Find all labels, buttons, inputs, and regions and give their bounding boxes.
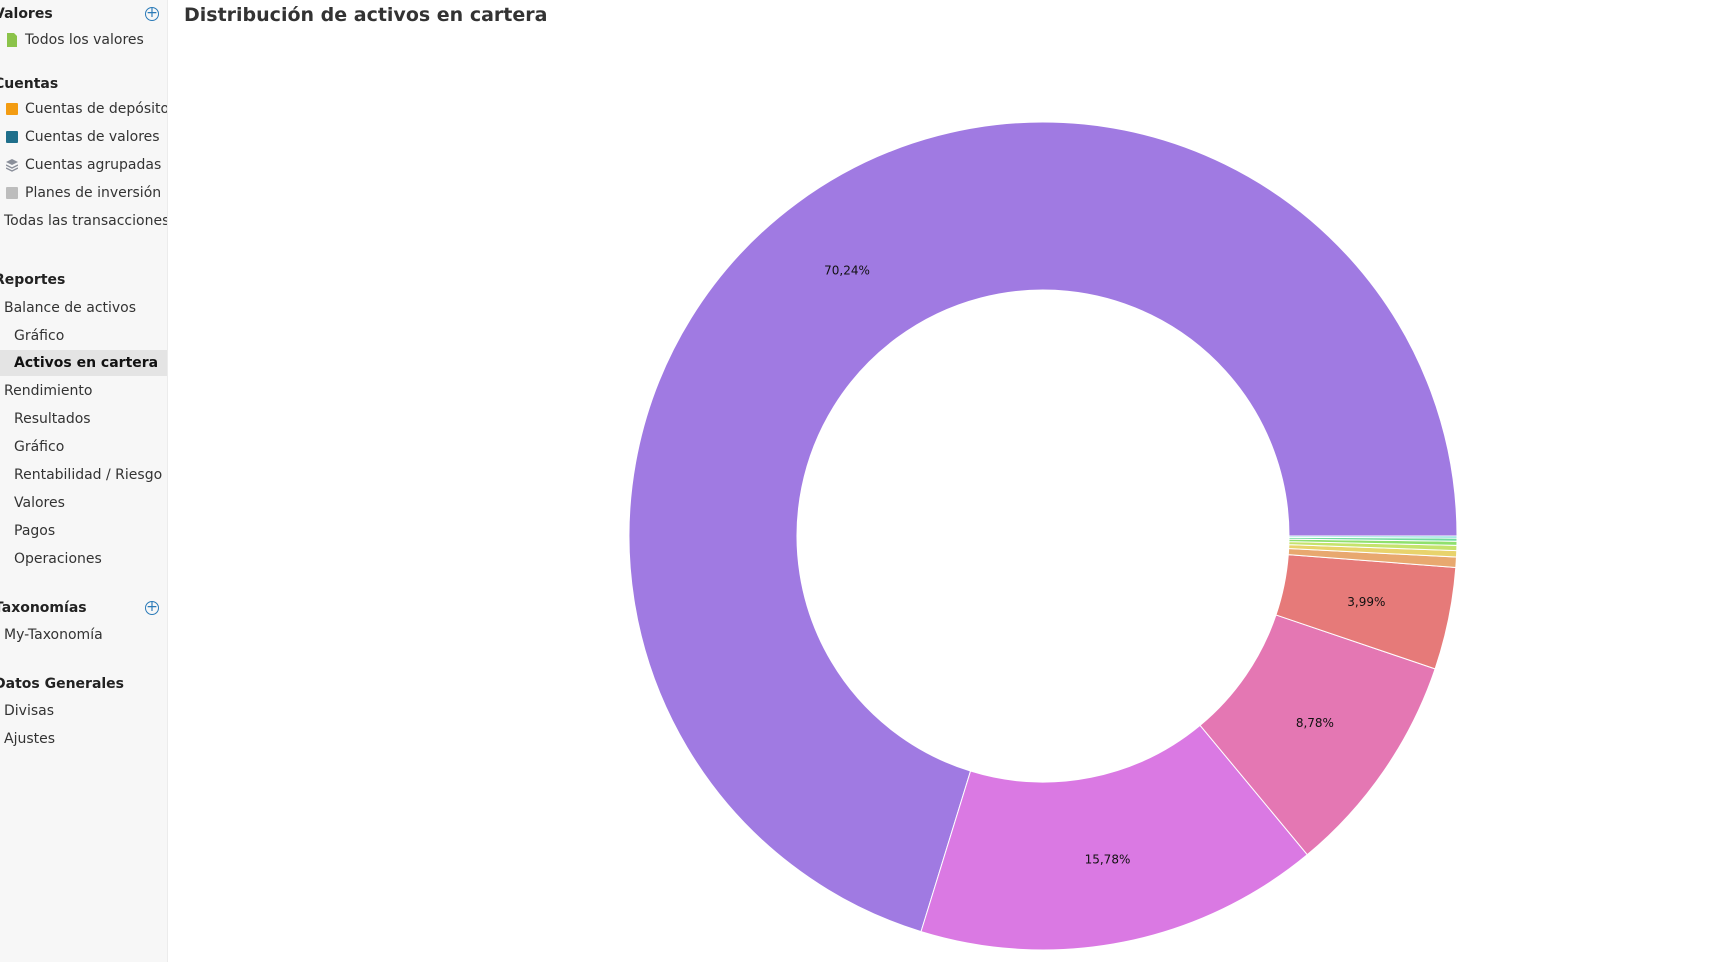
sidebar-item-activos-en-cartera[interactable]: Activos en cartera (0, 350, 167, 376)
section-reportes: Reportes (0, 268, 167, 292)
slice-label: 70,24% (824, 263, 870, 277)
sidebar: Valores + Todos los valores Cuentas Cuen… (0, 0, 168, 962)
sidebar-item-label: Cuentas de valores (25, 129, 160, 145)
section-datos-generales: Datos Generales (0, 672, 167, 696)
sidebar-item-label: Rentabilidad / Riesgo (14, 467, 163, 483)
sidebar-item-label: Activos en cartera (14, 355, 159, 371)
sidebar-item-grafico-balance[interactable]: Gráfico (0, 323, 167, 349)
chart-slice[interactable] (920, 724, 1308, 951)
sidebar-item-label: Todas las transacciones (4, 213, 168, 229)
sidebar-item-label: Gráfico (14, 328, 65, 344)
chart-slice[interactable] (628, 121, 1458, 933)
add-taxonomy-button[interactable]: + (145, 599, 159, 615)
chart-labels: 70,24% 15,78% 8,78% 3,99% (824, 263, 1385, 866)
sidebar-item-todas-transacciones[interactable]: Todas las transacciones (0, 208, 167, 234)
section-cuentas: Cuentas (0, 72, 167, 96)
slice-label: 3,99% (1347, 595, 1385, 609)
slice-label: 8,78% (1296, 716, 1334, 730)
section-taxonomias: Taxonomías + (0, 596, 167, 620)
sidebar-item-label: My-Taxonomía (4, 627, 103, 643)
sidebar-item-cuentas-deposito[interactable]: Cuentas de depósito (0, 96, 167, 122)
sidebar-item-label: Ajustes (4, 731, 56, 747)
chart-slices (628, 121, 1458, 951)
section-title: Datos Generales (0, 676, 125, 692)
sidebar-item-cuentas-valores[interactable]: Cuentas de valores (0, 124, 167, 150)
sidebar-item-label: Pagos (14, 523, 56, 539)
sidebar-item-label: Divisas (4, 703, 55, 719)
securities-account-icon (6, 131, 18, 143)
sidebar-item-grafico-rendimiento[interactable]: Gráfico (0, 434, 167, 460)
sidebar-item-label: Cuentas agrupadas (25, 157, 162, 173)
chart-slice[interactable] (1288, 535, 1458, 539)
sidebar-item-label: Planes de inversión (25, 185, 162, 201)
sidebar-item-resultados[interactable]: Resultados (0, 406, 167, 432)
sidebar-item-todos-los-valores[interactable]: Todos los valores (0, 27, 167, 53)
sidebar-item-my-taxonomia[interactable]: My-Taxonomía (0, 622, 167, 648)
security-file-icon (7, 33, 17, 47)
sidebar-item-label: Resultados (14, 411, 91, 427)
add-security-button[interactable]: + (145, 5, 159, 21)
sidebar-item-rentabilidad-riesgo[interactable]: Rentabilidad / Riesgo (0, 462, 167, 488)
page-title: Distribución de activos en cartera (184, 4, 548, 26)
sidebar-item-label: Valores (14, 495, 65, 511)
sidebar-item-valores[interactable]: Valores (0, 490, 167, 516)
sidebar-item-label: Todos los valores (25, 32, 144, 48)
sidebar-item-label: Balance de activos (4, 300, 137, 316)
sidebar-item-rendimiento[interactable]: Rendimiento (0, 378, 167, 404)
sidebar-item-label: Rendimiento (4, 383, 93, 399)
section-title: Cuentas (0, 76, 59, 92)
sidebar-item-planes-inversion[interactable]: Planes de inversión (0, 180, 167, 206)
section-title: Reportes (0, 272, 66, 288)
section-title: Taxonomías (0, 600, 87, 616)
sidebar-item-ajustes[interactable]: Ajustes (0, 726, 167, 752)
deposit-account-icon (6, 103, 18, 115)
sidebar-item-label: Gráfico (14, 439, 65, 455)
sidebar-item-divisas[interactable]: Divisas (0, 698, 167, 724)
layers-icon (6, 159, 18, 172)
section-valores: Valores + (0, 2, 167, 26)
sidebar-item-cuentas-agrupadas[interactable]: Cuentas agrupadas (0, 152, 167, 178)
slice-label: 15,78% (1085, 853, 1131, 867)
investment-plan-icon (6, 187, 18, 199)
sidebar-item-pagos[interactable]: Pagos (0, 518, 167, 544)
sidebar-item-label: Cuentas de depósito (25, 101, 168, 117)
sidebar-item-balance-activos[interactable]: Balance de activos (0, 295, 167, 321)
sidebar-item-operaciones[interactable]: Operaciones (0, 546, 167, 572)
sidebar-item-label: Operaciones (14, 551, 102, 567)
section-title: Valores (0, 6, 53, 22)
